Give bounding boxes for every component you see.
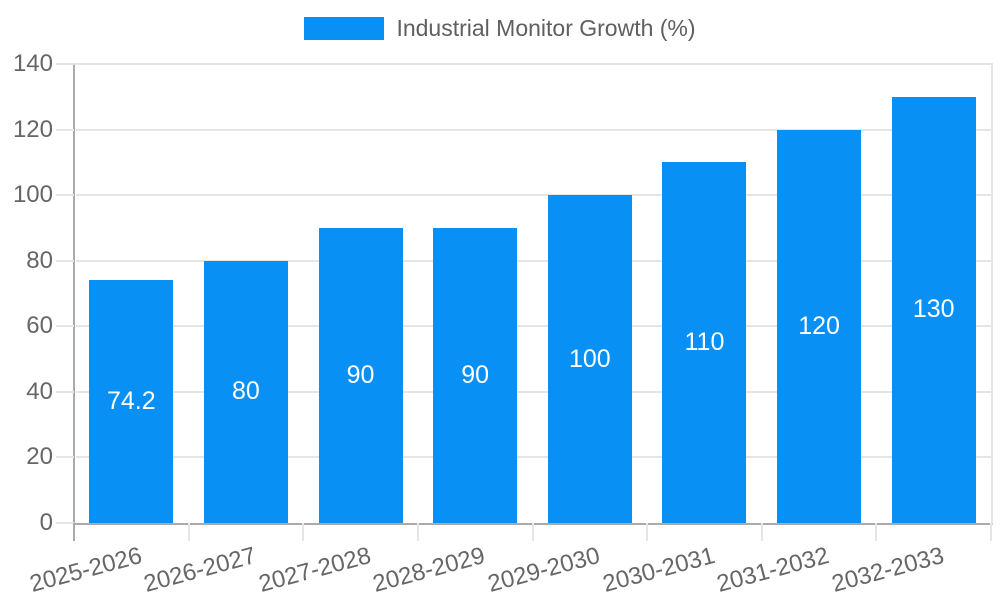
y-axis-label: 80 bbox=[26, 246, 53, 274]
y-axis-label: 60 bbox=[26, 312, 53, 340]
bar-value-label: 90 bbox=[461, 360, 490, 389]
x-axis-tick bbox=[73, 523, 75, 541]
bar-value-label: 120 bbox=[798, 311, 840, 340]
x-axis-label: 2028-2029 bbox=[370, 542, 489, 598]
bar-2028-2029: 90 bbox=[433, 227, 518, 523]
legend[interactable]: Industrial Monitor Growth (%) bbox=[0, 15, 1000, 43]
x-axis-label: 2027-2028 bbox=[255, 542, 374, 598]
y-axis-tick bbox=[56, 194, 74, 197]
x-axis-label: 2031-2032 bbox=[714, 542, 833, 598]
x-axis-tick bbox=[760, 523, 763, 541]
bar-value-label: 80 bbox=[232, 377, 260, 406]
x-axis-label: 2025-2026 bbox=[26, 542, 145, 598]
y-axis-tick bbox=[56, 325, 74, 328]
bar-value-label: 110 bbox=[684, 328, 725, 357]
y-axis-tick bbox=[56, 522, 74, 524]
bar-value-label: 74.2 bbox=[106, 386, 156, 415]
bar-2030-2031: 110 bbox=[662, 162, 747, 523]
x-axis-label: 2026-2027 bbox=[141, 542, 259, 598]
bar-2026-2027: 80 bbox=[203, 260, 288, 523]
x-axis-tick bbox=[187, 523, 190, 541]
bar-2027-2028: 90 bbox=[318, 227, 403, 523]
y-axis-tick bbox=[56, 456, 74, 459]
x-axis-label: 2029-2030 bbox=[484, 542, 603, 598]
bar-value-label: 100 bbox=[568, 344, 611, 373]
y-axis-label: 20 bbox=[26, 443, 53, 471]
bar-2032-2033: 130 bbox=[891, 96, 976, 523]
x-axis-label: 2030-2031 bbox=[599, 542, 718, 598]
bar-2025-2026: 74.2 bbox=[89, 279, 174, 523]
x-axis-tick bbox=[302, 523, 305, 541]
bar-2029-2030: 100 bbox=[547, 195, 632, 523]
y-axis-tick bbox=[56, 259, 74, 262]
bar-value-label: 90 bbox=[346, 360, 375, 389]
bar-2031-2032: 120 bbox=[777, 129, 862, 523]
x-axis-tick bbox=[990, 523, 992, 541]
y-axis-tick bbox=[56, 63, 74, 65]
y-axis-tick bbox=[56, 128, 74, 131]
y-axis-label: 140 bbox=[12, 50, 53, 77]
x-axis-tick bbox=[875, 523, 878, 541]
y-axis-tick bbox=[56, 390, 74, 393]
legend-swatch-icon bbox=[304, 17, 385, 41]
legend-label: Industrial Monitor Growth (%) bbox=[396, 15, 696, 41]
x-axis-tick bbox=[646, 523, 649, 541]
y-axis-label: 40 bbox=[26, 377, 53, 405]
x-axis-tick bbox=[531, 523, 534, 541]
y-axis-label: 0 bbox=[39, 509, 53, 536]
y-axis-label: 120 bbox=[12, 115, 53, 143]
bar-value-label: 130 bbox=[912, 295, 955, 324]
x-axis-tick bbox=[416, 523, 419, 541]
x-axis-label: 2032-2033 bbox=[828, 542, 947, 598]
y-axis-label: 100 bbox=[12, 181, 53, 209]
